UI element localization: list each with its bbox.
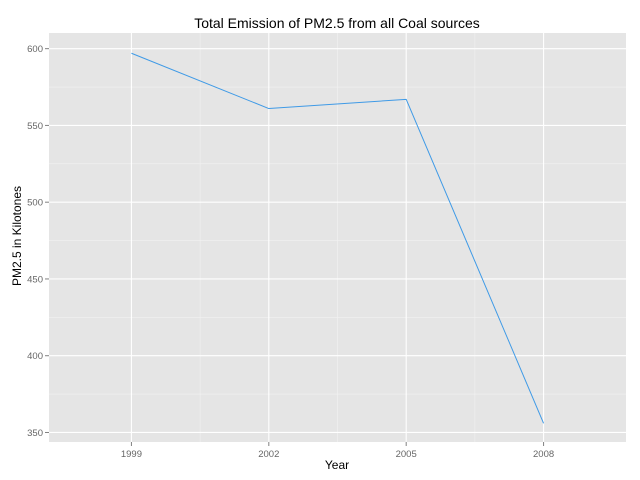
- chart-title: Total Emission of PM2.5 from all Coal so…: [194, 15, 480, 31]
- y-tick-label: 350: [27, 428, 43, 439]
- y-axis: 350 400 450 500 550 600: [27, 44, 49, 439]
- series-layer: [131, 52, 545, 424]
- x-tick-label: 1999: [121, 449, 142, 460]
- series-line: [131, 52, 545, 424]
- y-tick-label: 550: [27, 121, 43, 132]
- x-axis-title: Year: [325, 458, 349, 472]
- minor-gridlines: [49, 33, 626, 442]
- y-tick-label: 600: [27, 44, 43, 55]
- y-tick-label: 450: [27, 274, 43, 285]
- y-tick-label: 400: [27, 351, 43, 362]
- major-gridlines: [49, 33, 626, 442]
- x-tick-label: 2002: [258, 449, 279, 460]
- x-tick-label: 2008: [533, 449, 554, 460]
- y-axis-title: PM2.5 in Kilotones: [10, 186, 24, 286]
- x-tick-label: 2005: [396, 449, 417, 460]
- x-axis: 1999 2002 2005 2008: [121, 442, 554, 460]
- y-tick-label: 500: [27, 198, 43, 209]
